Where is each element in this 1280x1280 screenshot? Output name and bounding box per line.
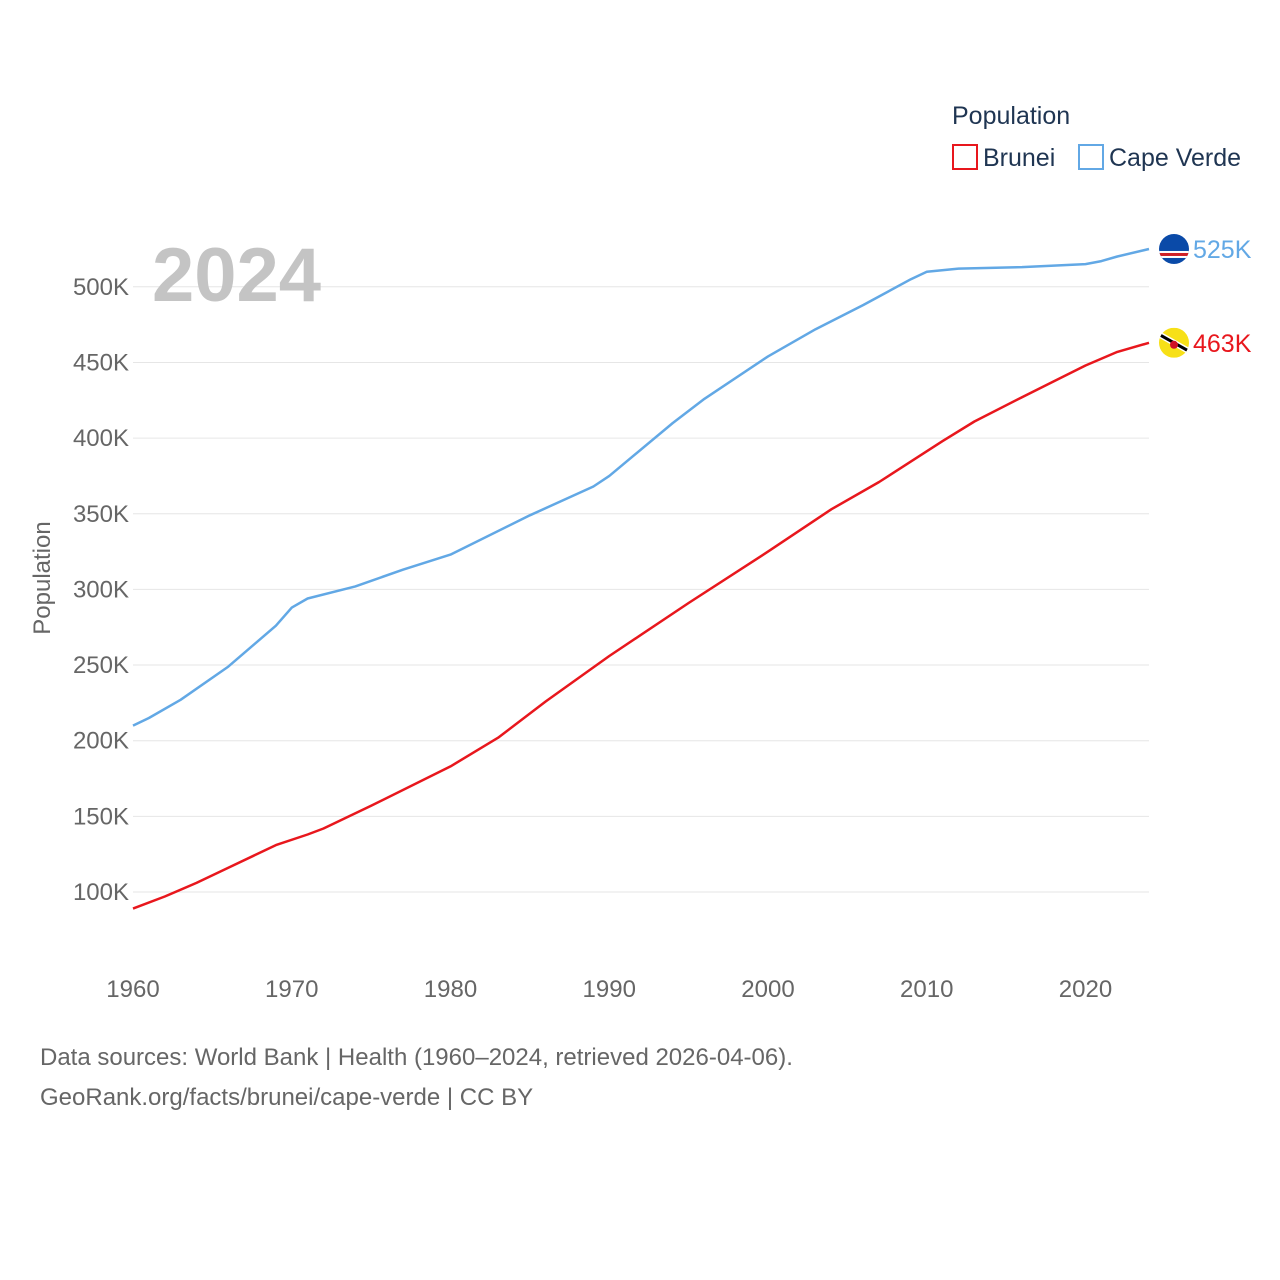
legend-item-brunei[interactable]: Brunei (952, 144, 1055, 172)
x-tick-label: 1980 (424, 976, 477, 1003)
legend-item-cape-verde[interactable]: Cape Verde (1078, 144, 1241, 172)
series-lines (132, 247, 1150, 910)
series-line-brunei[interactable] (132, 341, 1150, 910)
x-tick-label: 1990 (583, 976, 636, 1003)
y-tick-label: 400K (73, 425, 129, 452)
y-tick-label: 100K (73, 879, 129, 906)
x-tick-label: 1970 (265, 976, 318, 1003)
y-tick-label: 450K (73, 349, 129, 376)
legend-label-cape-verde: Cape Verde (1109, 144, 1241, 172)
x-tick-label: 2010 (900, 976, 953, 1003)
series-endpoints: 463K 525K (1159, 233, 1252, 358)
end-value-label-cape-verde: 525K (1193, 236, 1252, 264)
legend-label-brunei: Brunei (983, 144, 1055, 172)
legend: Population Brunei Cape Verde (952, 102, 1241, 172)
y-axis-ticks: 100K 150K 200K 250K 300K 350K 400K 450K 500K (73, 274, 129, 906)
y-axis-title: Population (29, 521, 56, 634)
series-line-cape-verde[interactable] (132, 247, 1150, 727)
brunei-flag-icon (1159, 327, 1189, 358)
y-tick-label: 200K (73, 728, 129, 755)
credit-link[interactable]: GeoRank.org/facts/brunei/cape-verde | CC… (40, 1084, 534, 1111)
x-tick-label: 2020 (1059, 976, 1112, 1003)
y-tick-label: 500K (73, 274, 129, 301)
data-source-note: Data sources: World Bank | Health (1960–… (40, 1044, 793, 1071)
end-value-label-brunei: 463K (1193, 330, 1252, 358)
legend-swatch-brunei (952, 144, 978, 170)
legend-swatch-cape-verde (1078, 144, 1104, 170)
y-tick-label: 150K (73, 803, 129, 830)
year-display: 2024 (152, 233, 321, 318)
cape-verde-flag-icon (1159, 233, 1189, 264)
y-tick-label: 300K (73, 576, 129, 603)
y-tick-label: 250K (73, 652, 129, 679)
x-tick-label: 1960 (106, 976, 159, 1003)
gridlines (133, 286, 1149, 893)
y-tick-label: 350K (73, 501, 129, 528)
legend-title: Population (952, 102, 1070, 130)
x-axis-ticks: 1960 1970 1980 1990 2000 2010 2020 (106, 976, 1112, 1003)
x-tick-label: 2000 (741, 976, 794, 1003)
